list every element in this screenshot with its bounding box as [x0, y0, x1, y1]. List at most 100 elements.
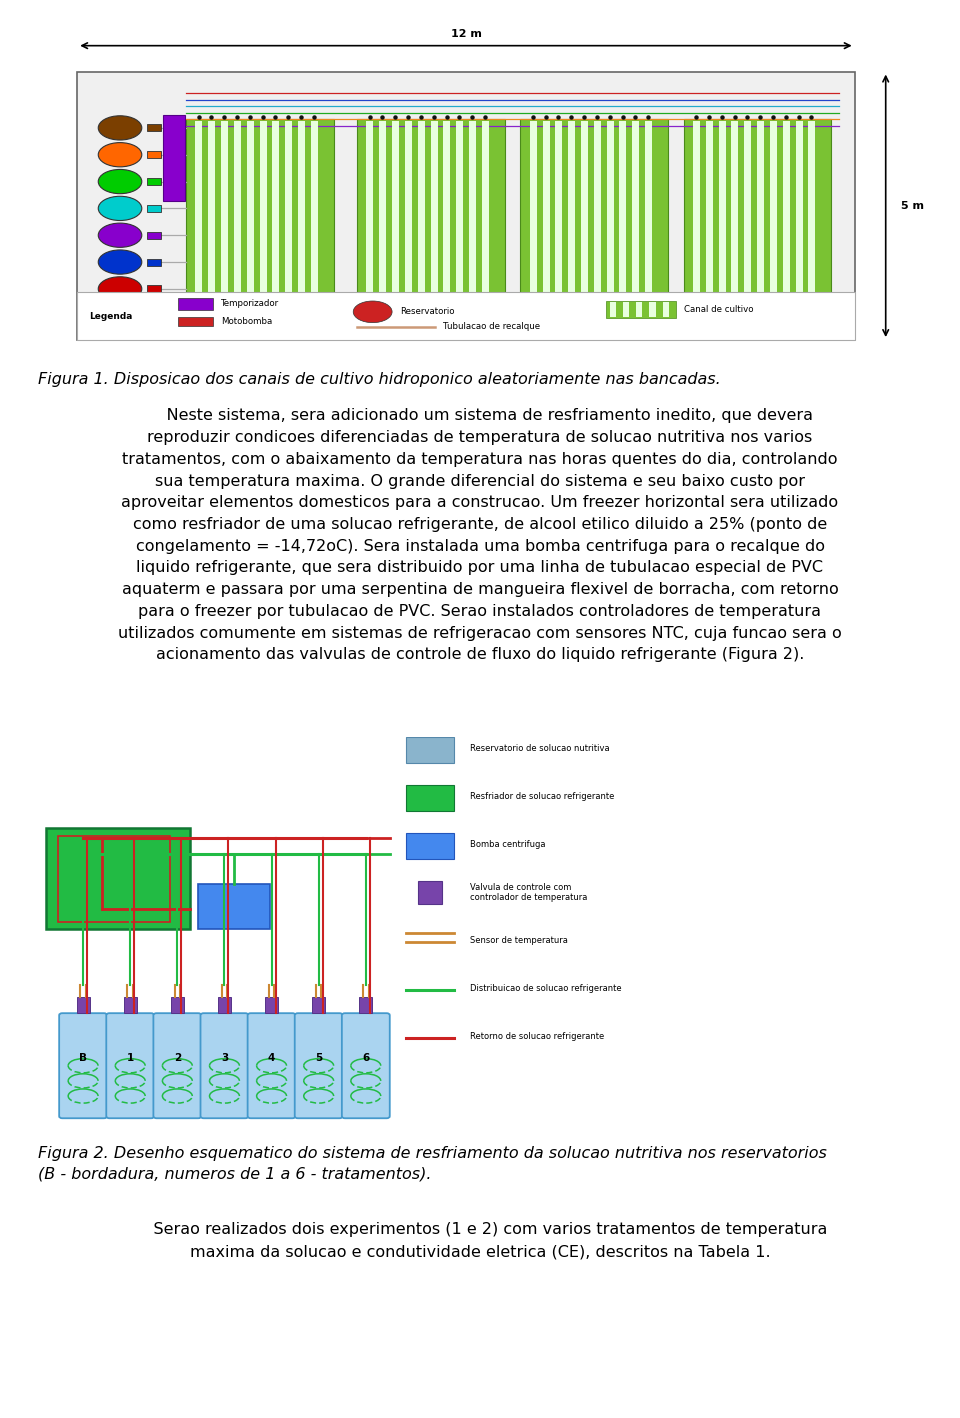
Bar [530, 122, 537, 312]
Bar [147, 206, 161, 211]
Circle shape [98, 223, 142, 247]
Text: 5 m: 5 m [901, 201, 924, 211]
Bar [520, 119, 668, 313]
Bar [719, 122, 726, 312]
Bar [273, 122, 279, 312]
Bar [633, 122, 639, 312]
Text: 5: 5 [315, 1054, 323, 1064]
Bar [285, 122, 292, 312]
Bar [636, 302, 642, 318]
Bar [782, 122, 790, 312]
Bar [147, 152, 161, 159]
Circle shape [98, 250, 142, 274]
Bar [147, 285, 161, 292]
Bar [623, 302, 629, 318]
Text: 12 m: 12 m [450, 30, 481, 40]
Text: Canal de cultivo: Canal de cultivo [684, 305, 753, 315]
Circle shape [353, 301, 392, 323]
Bar [147, 125, 161, 132]
Bar [247, 122, 253, 312]
Bar [77, 72, 854, 340]
Bar [234, 122, 241, 312]
Bar [744, 122, 752, 312]
Bar [171, 997, 183, 1012]
Bar [808, 122, 815, 312]
Bar [684, 119, 831, 313]
Bar [405, 122, 412, 312]
Bar [645, 122, 652, 312]
Bar [568, 122, 575, 312]
Bar [198, 883, 270, 929]
Bar [298, 122, 305, 312]
Text: Sensor de temperatura: Sensor de temperatura [469, 936, 567, 944]
Bar [147, 258, 161, 265]
Circle shape [98, 196, 142, 221]
Text: Retorno de solucao refrigerante: Retorno de solucao refrigerante [469, 1032, 604, 1041]
Bar [147, 179, 161, 184]
Text: B: B [79, 1054, 87, 1064]
Bar [770, 122, 777, 312]
Bar [265, 997, 278, 1012]
FancyBboxPatch shape [154, 1014, 202, 1119]
Bar [607, 122, 613, 312]
Bar [444, 122, 450, 312]
Text: Resfriador de solucao refrigerante: Resfriador de solucao refrigerante [469, 793, 614, 801]
Text: 1: 1 [127, 1054, 133, 1064]
FancyBboxPatch shape [295, 1014, 343, 1119]
Circle shape [98, 277, 142, 301]
Bar [196, 122, 203, 312]
Text: Figura 1. Disposicao dos canais de cultivo hidroponico aleatoriamente nas bancad: Figura 1. Disposicao dos canais de culti… [38, 372, 721, 387]
Bar [456, 122, 464, 312]
Text: 3: 3 [221, 1054, 228, 1064]
Bar [147, 231, 161, 238]
Bar [610, 302, 616, 318]
Bar [406, 834, 454, 858]
FancyBboxPatch shape [107, 1014, 155, 1119]
Text: Legenda: Legenda [89, 312, 132, 320]
Bar [367, 122, 373, 312]
Bar [406, 737, 454, 763]
Bar [732, 122, 738, 312]
Text: 2: 2 [174, 1054, 181, 1064]
Bar [221, 122, 228, 312]
FancyBboxPatch shape [342, 1014, 390, 1119]
Text: Figura 2. Desenho esquematico do sistema de resfriamento da solucao nutritiva no: Figura 2. Desenho esquematico do sistema… [38, 1146, 828, 1181]
Bar [796, 122, 803, 312]
Bar [555, 122, 563, 312]
Text: Neste sistema, sera adicionado um sistema de resfriamento inedito, que devera
re: Neste sistema, sera adicionado um sistem… [118, 408, 842, 662]
Bar [77, 292, 854, 340]
Bar [693, 122, 700, 312]
Bar [392, 122, 399, 312]
Text: Distribuicao de solucao refrigerante: Distribuicao de solucao refrigerante [469, 984, 621, 993]
Bar [259, 122, 267, 312]
Text: 4: 4 [268, 1054, 276, 1064]
Bar [542, 122, 549, 312]
FancyBboxPatch shape [248, 1014, 296, 1119]
Bar [706, 122, 712, 312]
Bar [406, 786, 454, 811]
Bar [357, 119, 505, 313]
Circle shape [98, 116, 142, 140]
Text: Temporizador: Temporizador [221, 299, 279, 308]
Bar [208, 122, 215, 312]
Text: Valvula de controle com
controlador de temperatura: Valvula de controle com controlador de t… [469, 883, 587, 902]
Bar [311, 122, 318, 312]
Bar [469, 122, 476, 312]
Text: Motobomba: Motobomba [221, 316, 273, 326]
Circle shape [98, 143, 142, 167]
Bar [662, 302, 669, 318]
Bar [431, 122, 438, 312]
Bar [649, 302, 656, 318]
Bar [379, 122, 386, 312]
Bar [77, 997, 89, 1012]
FancyBboxPatch shape [201, 1014, 249, 1119]
Bar [124, 997, 136, 1012]
Bar [186, 119, 334, 313]
Circle shape [98, 169, 142, 194]
Bar [163, 115, 184, 201]
Bar [619, 122, 627, 312]
Bar [59, 835, 170, 922]
FancyBboxPatch shape [60, 1014, 108, 1119]
Bar [606, 301, 676, 318]
Text: Tubulacao de recalque: Tubulacao de recalque [443, 322, 540, 332]
